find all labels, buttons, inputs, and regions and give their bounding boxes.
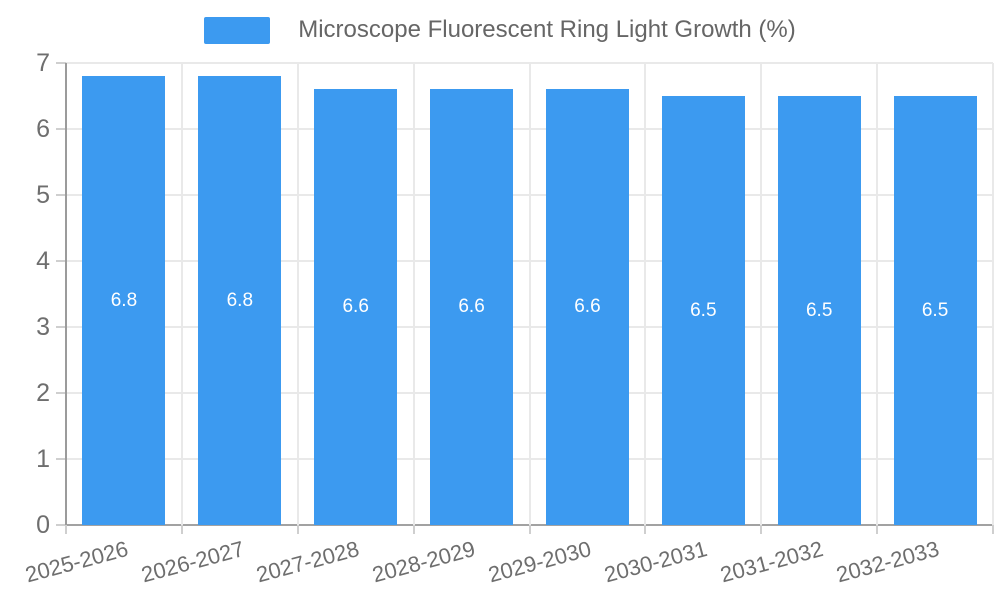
y-axis-tick-label: 1: [36, 445, 50, 473]
x-tick-mark: [760, 525, 763, 534]
x-tick-mark: [180, 525, 183, 534]
x-tick-mark: [528, 525, 531, 534]
x-tick-mark: [65, 525, 67, 534]
y-tick-mark: [56, 260, 66, 262]
bar[interactable]: 6.5: [661, 96, 745, 525]
y-tick-mark: [56, 62, 66, 64]
x-axis-tick-label: 2027-2028: [254, 536, 363, 588]
y-tick-mark: [56, 326, 66, 328]
x-tick-mark: [876, 525, 879, 534]
x-axis-tick-label: 2025-2026: [22, 536, 131, 588]
bar-value-label: 6.8: [110, 289, 138, 311]
y-axis-line: [65, 63, 67, 525]
y-tick-mark: [56, 392, 66, 394]
x-tick-mark: [412, 525, 415, 534]
x-tick-mark: [644, 525, 647, 534]
y-tick-mark: [56, 194, 66, 196]
v-gridline: [412, 63, 415, 525]
legend-label: Microscope Fluorescent Ring Light Growth…: [298, 16, 796, 43]
v-gridline: [528, 63, 531, 525]
bar[interactable]: 6.8: [82, 76, 166, 525]
legend-item[interactable]: Microscope Fluorescent Ring Light Growth…: [204, 16, 796, 44]
x-axis-tick-label: 2030-2031: [601, 536, 710, 588]
bar[interactable]: 6.8: [198, 76, 282, 525]
bar[interactable]: 6.6: [545, 89, 629, 525]
bar[interactable]: 6.6: [430, 89, 514, 525]
x-axis-tick-label: 2032-2033: [833, 536, 942, 588]
chart-legend: Microscope Fluorescent Ring Light Growth…: [0, 14, 1000, 46]
y-tick-mark: [56, 128, 66, 130]
bar-value-label: 6.6: [342, 296, 369, 318]
y-axis-tick-label: 2: [36, 379, 50, 407]
y-axis-tick-label: 7: [36, 49, 50, 77]
bar[interactable]: 6.5: [777, 96, 861, 525]
x-axis-tick-label: 2026-2027: [138, 536, 247, 588]
bar-value-label: 6.5: [805, 299, 833, 321]
bar-value-label: 6.5: [921, 299, 949, 321]
bar-value-label: 6.6: [458, 296, 485, 318]
v-gridline: [760, 63, 763, 525]
y-tick-mark: [56, 458, 66, 460]
y-axis-tick-label: 6: [36, 115, 50, 143]
bar-value-label: 6.5: [690, 299, 717, 321]
v-gridline: [992, 63, 994, 525]
v-gridline: [644, 63, 647, 525]
bar-value-label: 6.6: [574, 296, 601, 318]
y-axis-tick-label: 0: [36, 511, 50, 539]
bar[interactable]: 6.6: [314, 89, 398, 525]
x-axis-tick-label: 2029-2030: [485, 536, 594, 588]
bar-value-label: 6.8: [226, 289, 254, 311]
x-axis-tick-label: 2028-2029: [369, 536, 479, 588]
x-tick-mark: [296, 525, 299, 534]
y-axis-tick-label: 5: [36, 181, 50, 209]
x-tick-mark: [992, 525, 994, 534]
legend-swatch-icon: [204, 16, 271, 44]
y-tick-mark: [56, 524, 66, 526]
bar[interactable]: 6.5: [893, 96, 977, 525]
y-axis-tick-label: 3: [36, 313, 50, 341]
x-axis-tick-label: 2031-2032: [717, 536, 826, 588]
v-gridline: [296, 63, 299, 525]
v-gridline: [180, 63, 183, 525]
v-gridline: [876, 63, 879, 525]
y-axis-tick-label: 4: [36, 247, 50, 275]
